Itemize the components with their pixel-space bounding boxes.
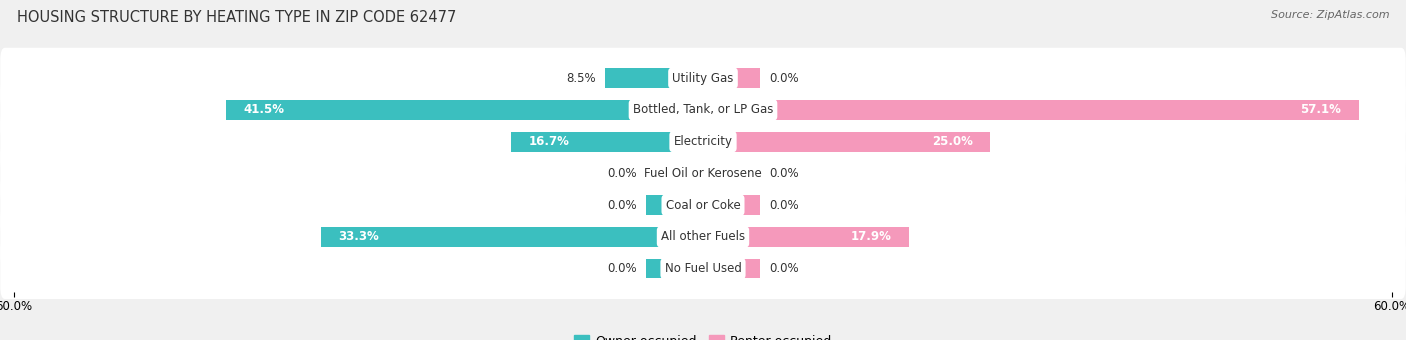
Bar	[321, 227, 703, 247]
Text: Bottled, Tank, or LP Gas: Bottled, Tank, or LP Gas	[633, 103, 773, 116]
Text: 33.3%: 33.3%	[337, 231, 378, 243]
Text: All other Fuels: All other Fuels	[661, 231, 745, 243]
Bar	[226, 100, 703, 120]
Text: 0.0%: 0.0%	[769, 199, 799, 211]
Text: Source: ZipAtlas.com: Source: ZipAtlas.com	[1271, 10, 1389, 20]
Text: Fuel Oil or Kerosene: Fuel Oil or Kerosene	[644, 167, 762, 180]
Text: 16.7%: 16.7%	[529, 135, 569, 148]
Bar	[645, 195, 703, 215]
Bar	[703, 132, 990, 152]
Bar	[703, 195, 761, 215]
FancyBboxPatch shape	[0, 143, 1406, 204]
Legend: Owner-occupied, Renter-occupied: Owner-occupied, Renter-occupied	[568, 330, 838, 340]
Text: 0.0%: 0.0%	[607, 199, 637, 211]
Text: 0.0%: 0.0%	[607, 167, 637, 180]
Text: 25.0%: 25.0%	[932, 135, 973, 148]
FancyBboxPatch shape	[0, 80, 1406, 140]
FancyBboxPatch shape	[0, 48, 1406, 109]
Text: 41.5%: 41.5%	[243, 103, 284, 116]
Text: 17.9%: 17.9%	[851, 231, 891, 243]
Text: 0.0%: 0.0%	[607, 262, 637, 275]
Bar	[645, 259, 703, 278]
Bar	[606, 68, 703, 88]
Bar	[703, 227, 908, 247]
Text: No Fuel Used: No Fuel Used	[665, 262, 741, 275]
Bar	[703, 68, 761, 88]
Text: HOUSING STRUCTURE BY HEATING TYPE IN ZIP CODE 62477: HOUSING STRUCTURE BY HEATING TYPE IN ZIP…	[17, 10, 456, 25]
FancyBboxPatch shape	[0, 238, 1406, 299]
Bar	[512, 132, 703, 152]
Text: 0.0%: 0.0%	[769, 262, 799, 275]
Text: Coal or Coke: Coal or Coke	[665, 199, 741, 211]
Text: Electricity: Electricity	[673, 135, 733, 148]
Bar	[703, 100, 1358, 120]
Text: 0.0%: 0.0%	[769, 72, 799, 85]
Bar	[703, 259, 761, 278]
Bar	[645, 164, 703, 183]
Text: 0.0%: 0.0%	[769, 167, 799, 180]
FancyBboxPatch shape	[0, 111, 1406, 172]
FancyBboxPatch shape	[0, 206, 1406, 267]
Text: Utility Gas: Utility Gas	[672, 72, 734, 85]
Text: 57.1%: 57.1%	[1301, 103, 1341, 116]
FancyBboxPatch shape	[0, 175, 1406, 236]
Bar	[703, 164, 761, 183]
Text: 8.5%: 8.5%	[567, 72, 596, 85]
